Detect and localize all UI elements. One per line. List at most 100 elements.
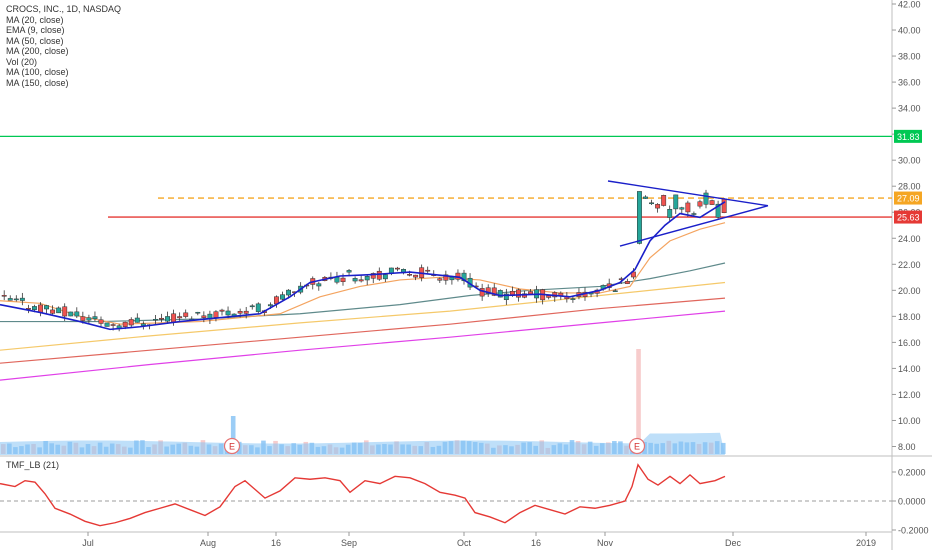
candle-body xyxy=(32,306,37,310)
candle-body xyxy=(237,311,243,314)
x-tick-label: Aug xyxy=(200,538,216,548)
x-tick-label: Jul xyxy=(82,538,94,548)
candle-body xyxy=(7,298,13,301)
candle-body xyxy=(703,192,709,205)
candle-body xyxy=(50,309,56,314)
candle-body xyxy=(128,319,134,326)
candle-body xyxy=(213,311,219,318)
candle-body xyxy=(370,273,376,279)
y-tick-label: 10.00 xyxy=(898,416,921,426)
legend-indicator: MA (20, close) xyxy=(6,14,64,25)
candle-body xyxy=(13,298,19,301)
ma-line xyxy=(0,297,726,364)
candle-body xyxy=(201,315,207,318)
y-tick-label: 38.00 xyxy=(898,52,921,62)
candle-body xyxy=(697,201,703,207)
candle-body xyxy=(485,287,491,294)
candle-body xyxy=(243,310,249,314)
candle-body xyxy=(346,270,352,273)
candle-body xyxy=(624,281,630,284)
volume-bar xyxy=(230,416,236,454)
y-tick-label: 22.00 xyxy=(898,260,921,270)
candle-body xyxy=(219,309,225,312)
candle-body xyxy=(159,317,164,320)
tmf-tick-label: 0.2000 xyxy=(898,468,926,478)
candle-body xyxy=(395,267,400,270)
candle-body xyxy=(286,289,292,296)
candle-body xyxy=(358,279,364,282)
candle-body xyxy=(721,198,727,213)
x-tick-label: 16 xyxy=(531,538,541,548)
legend-indicator: MA (50, close) xyxy=(6,35,64,46)
candle-body xyxy=(134,317,140,323)
y-tick-label: 30.00 xyxy=(898,156,921,166)
candle-body xyxy=(92,316,98,320)
candle-body xyxy=(479,288,485,297)
chart-legend: CROCS, INC., 1D, NASDAQ MA (20, close) E… xyxy=(6,4,121,88)
candle-body xyxy=(19,297,25,301)
candle-body xyxy=(352,278,358,282)
candle-body xyxy=(183,312,189,317)
candle-body xyxy=(382,274,388,280)
x-tick-label: Nov xyxy=(597,538,614,548)
triangle-upper-line xyxy=(607,180,769,207)
y-tick-label: 42.00 xyxy=(898,0,921,10)
candle-body xyxy=(655,204,661,209)
candle-body xyxy=(74,311,80,317)
y-tick-label: 40.00 xyxy=(898,26,921,36)
price-label-box xyxy=(894,129,922,143)
price-label: 25.63 xyxy=(897,213,920,223)
chart-title: CROCS, INC., 1D, NASDAQ xyxy=(6,4,122,14)
y-tick-label: 20.00 xyxy=(898,286,921,296)
price-label-box xyxy=(894,191,922,205)
candle-body xyxy=(376,270,382,280)
x-tick-label: 16 xyxy=(271,538,281,548)
x-tick-label: Sep xyxy=(341,538,357,548)
candle-body xyxy=(98,319,104,324)
candle-body xyxy=(1,295,7,297)
candle-body xyxy=(225,310,231,316)
candle-body xyxy=(443,274,449,281)
y-tick-label: 8.00 xyxy=(898,442,916,452)
earnings-marker xyxy=(223,437,241,455)
candle-body xyxy=(715,203,721,218)
candle-body xyxy=(340,277,346,282)
candle-body xyxy=(449,276,455,281)
candle-body xyxy=(679,207,685,210)
y-tick-label: 28.00 xyxy=(898,182,921,192)
legend-indicator: MA (100, close) xyxy=(6,67,69,77)
candle-body xyxy=(528,291,533,295)
candle-body xyxy=(165,316,171,322)
candle-body xyxy=(497,290,503,298)
candle-body xyxy=(86,317,92,321)
candle-body xyxy=(195,311,201,314)
candle-body xyxy=(661,195,667,206)
legend-indicator: MA (200, close) xyxy=(6,46,69,56)
candle-body xyxy=(110,324,116,326)
y-tick-label: 24.00 xyxy=(898,234,921,244)
earnings-marker xyxy=(628,437,646,455)
candle-body xyxy=(491,287,497,296)
price-label: 31.83 xyxy=(897,132,920,142)
y-tick-label: 16.00 xyxy=(898,338,921,348)
candle-body xyxy=(413,274,419,278)
candle-body xyxy=(316,283,322,287)
candle-body xyxy=(334,276,340,283)
candle-body xyxy=(44,305,49,310)
legend-indicator: Vol (20) xyxy=(6,56,38,67)
tmf-title: TMF_LB (21) xyxy=(6,460,59,470)
candle-body xyxy=(570,298,576,300)
candle-body xyxy=(691,213,697,215)
candle-body xyxy=(62,306,68,317)
candle-body xyxy=(425,269,431,272)
candle-body xyxy=(685,202,691,213)
candle-body xyxy=(503,293,509,300)
candle-body xyxy=(25,308,31,310)
x-tick-label: Oct xyxy=(457,538,472,548)
candles xyxy=(1,189,727,332)
volume-bar xyxy=(636,349,641,454)
y-tick-label: 36.00 xyxy=(898,78,921,88)
ma-line xyxy=(0,310,726,381)
